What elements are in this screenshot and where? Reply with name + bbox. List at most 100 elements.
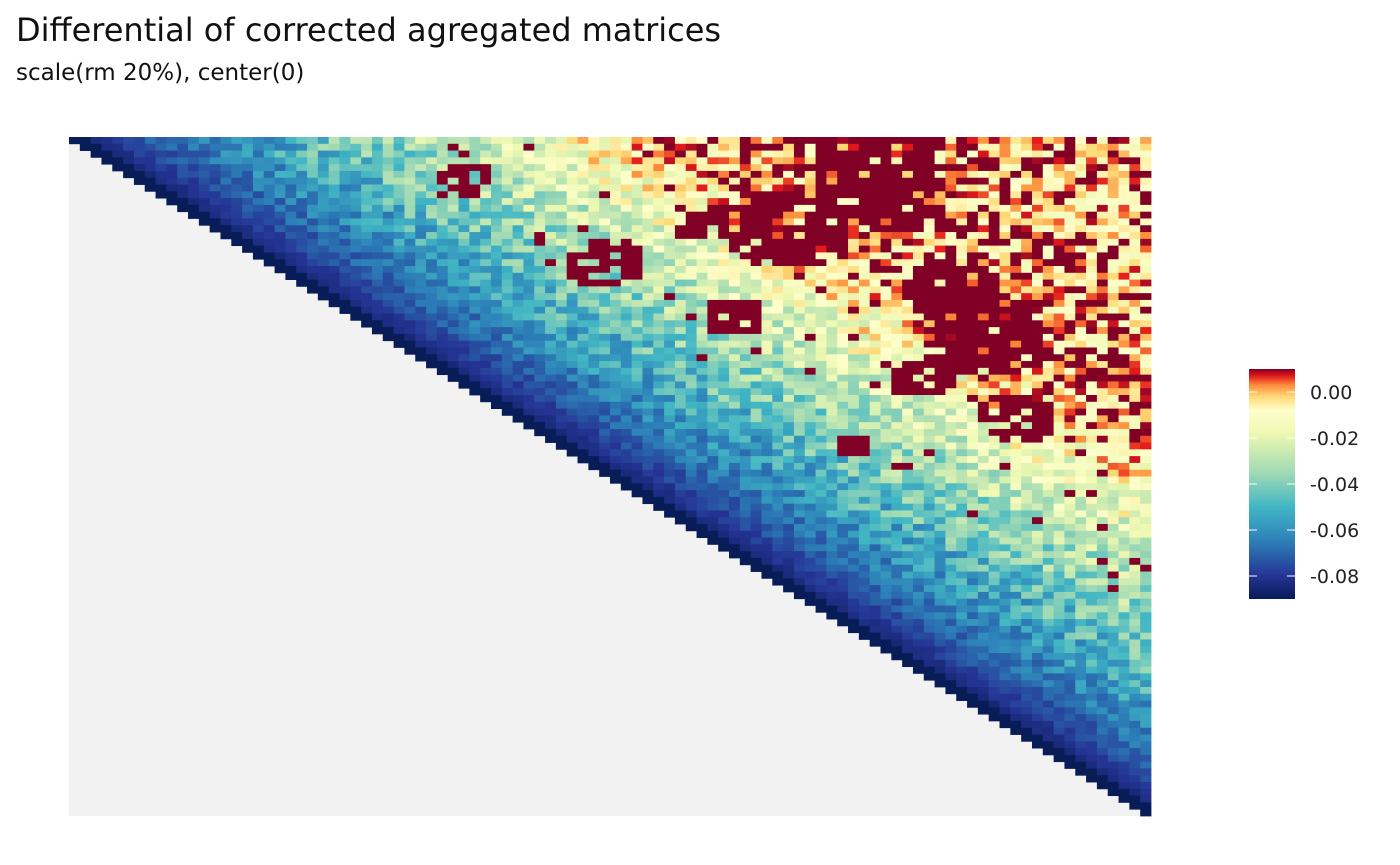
heatmap-cell [891,245,903,253]
heatmap-cell [653,374,665,382]
heatmap-cell [729,245,741,253]
heatmap-cell [512,177,524,185]
heatmap-cell [534,198,546,206]
heatmap-cell [350,150,362,158]
heatmap-cell [1086,306,1098,314]
heatmap-cell [1107,313,1119,321]
heatmap-cell [350,306,362,314]
heatmap-cell [1075,530,1087,539]
heatmap-cell [1042,571,1055,579]
heatmap-cell [296,137,308,145]
heatmap-cell [1042,619,1055,627]
heatmap-cell [523,293,535,301]
heatmap-cell [772,530,784,539]
heatmap-cell [1053,680,1065,688]
heatmap-cell [588,299,600,308]
heatmap-cell [772,490,784,498]
heatmap-cell [804,204,816,213]
heatmap-cell [415,198,427,206]
heatmap-cell [880,347,892,355]
heatmap-cell [393,320,405,328]
heatmap-cell [977,395,990,403]
heatmap-cell [793,517,806,525]
heatmap-cell [674,157,687,165]
heatmap-cell [967,605,979,613]
heatmap-cell [274,252,286,260]
heatmap-cell [610,422,622,430]
heatmap-cell [599,286,611,294]
heatmap-cell [458,184,470,192]
heatmap-cell [1096,204,1109,213]
heatmap-cell [1129,707,1141,715]
heatmap-cell [967,449,979,457]
heatmap-cell [415,184,427,192]
heatmap-cell [577,408,589,416]
heatmap-cell [480,266,492,274]
heatmap-cell [588,415,600,423]
heatmap-cell [1021,707,1033,715]
heatmap-cell [815,544,827,552]
heatmap-cell [599,469,611,477]
heatmap-cell [469,306,481,314]
heatmap-cell [923,510,935,518]
heatmap-cell [729,204,741,213]
heatmap-cell [837,530,849,539]
heatmap-cell [664,435,676,443]
heatmap-cell [977,585,990,593]
heatmap-cell [977,232,990,240]
heatmap-cell [523,299,535,308]
heatmap-cell [1042,211,1055,219]
heatmap-cell [1021,720,1033,729]
heatmap-cell [1075,245,1087,253]
heatmap-cell [555,388,568,396]
heatmap-cell [793,327,806,335]
heatmap-cell [1010,157,1022,165]
heatmap-cell [1107,428,1119,437]
heatmap-cell [209,177,221,185]
heatmap-cell [620,293,633,301]
heatmap-cell [902,510,914,518]
heatmap-cell [339,266,351,274]
heatmap-cell [956,367,968,376]
heatmap-cell [999,395,1011,403]
heatmap-cell [1010,279,1022,287]
heatmap-cell [1042,177,1055,185]
heatmap-cell [1064,428,1076,437]
heatmap-cell [1010,462,1022,471]
heatmap-cell [631,442,643,450]
heatmap-cell [956,374,968,382]
heatmap-cell [783,571,795,579]
heatmap-cell [729,299,741,308]
heatmap-cell [1086,557,1098,566]
heatmap-cell [1140,483,1152,491]
heatmap-cell [837,361,849,369]
heatmap-cell [664,211,676,219]
heatmap-cell [382,211,394,219]
heatmap-cell [967,686,979,695]
heatmap-cell [956,306,968,314]
heatmap-cell [783,462,795,471]
heatmap-cell [772,245,784,253]
heatmap-cell [1129,578,1141,586]
heatmap-cell [1086,646,1098,654]
heatmap-cell [393,204,405,213]
heatmap-cell [523,333,535,342]
heatmap-cell [783,517,795,525]
heatmap-cell [133,170,146,179]
heatmap-cell [382,225,394,233]
heatmap-cell [620,462,633,471]
heatmap-cell [674,490,687,498]
heatmap-cell [707,415,719,423]
heatmap-cell [1107,653,1119,661]
heatmap-cell [469,225,481,233]
heatmap-cell [739,422,752,430]
heatmap-cell [361,191,373,199]
heatmap-cell [696,395,708,403]
heatmap-cell [945,646,957,654]
heatmap-cell [545,340,557,348]
heatmap-cell [458,333,470,342]
heatmap-cell [1129,442,1141,450]
heatmap-cell [231,204,243,213]
heatmap-cell [685,191,697,199]
heatmap-cell [977,170,990,179]
